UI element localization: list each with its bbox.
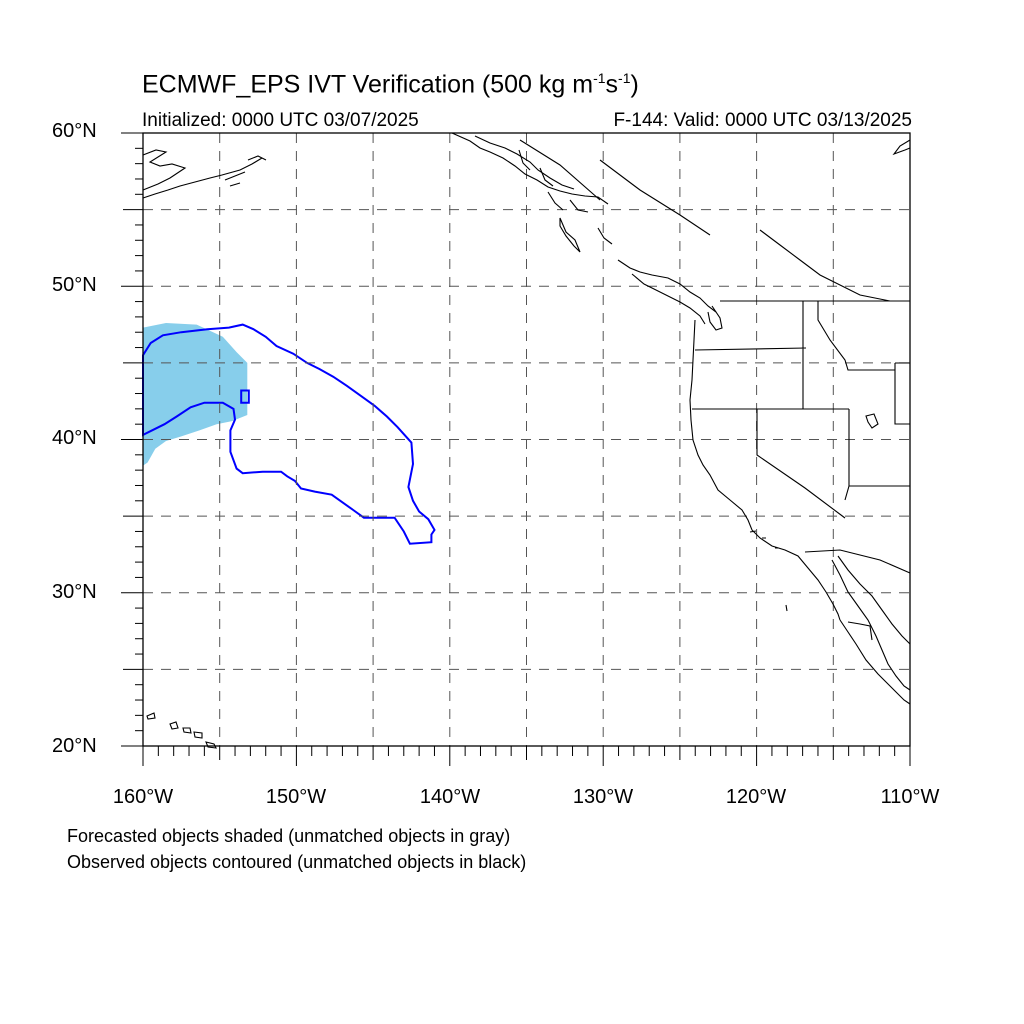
alaska-panhandle-coast xyxy=(474,135,575,190)
mexico-pacific-coast xyxy=(839,619,911,705)
chart-title: ECMWF_EPS IVT Verification (500 kg m-1s-… xyxy=(142,70,639,99)
graticule-grid xyxy=(143,133,910,746)
baja-detail xyxy=(847,621,873,641)
lat-label-20n: 20°N xyxy=(52,735,97,757)
alaska-peninsula xyxy=(142,149,187,191)
vancouver-island xyxy=(631,273,723,331)
bc-coastline xyxy=(597,227,717,313)
coastal-islands xyxy=(518,149,589,253)
aleutian-coast xyxy=(142,157,263,199)
lon-label-120w: 120°W xyxy=(725,786,787,808)
gulf-of-california-east xyxy=(837,555,911,645)
great-salt-lake xyxy=(865,413,879,429)
canada-province-border xyxy=(759,229,891,302)
lon-label-140w: 140°W xyxy=(419,786,481,808)
axis-ticks xyxy=(121,132,911,766)
forecast-object-shaded xyxy=(143,323,248,466)
observed-object-contour xyxy=(142,323,436,545)
lon-label-150w: 150°W xyxy=(265,786,327,808)
canada-interior-border xyxy=(519,139,711,236)
us-state-borders xyxy=(692,301,910,519)
hawaiian-islands xyxy=(146,712,217,749)
lon-label-110w: 110°W xyxy=(880,786,940,808)
coastlines-and-borders xyxy=(142,132,911,749)
us-mexico-border xyxy=(804,549,911,574)
initialized-label: Initialized: 0000 UTC 03/07/2025 xyxy=(142,110,419,131)
hudson-coast xyxy=(892,139,911,156)
legend-observed-note: Observed objects contoured (unmatched ob… xyxy=(67,852,527,872)
lat-label-30n: 30°N xyxy=(52,581,97,603)
lat-label-40n: 40°N xyxy=(52,427,97,449)
alaska-coastline xyxy=(451,132,609,205)
kodiak-islands xyxy=(224,155,267,187)
observed-object-small-contour xyxy=(240,389,250,404)
lat-label-50n: 50°N xyxy=(52,274,97,296)
lon-label-130w: 130°W xyxy=(572,786,634,808)
gulf-of-california-west xyxy=(831,559,911,691)
lat-label-60n: 60°N xyxy=(52,120,97,142)
valid-time-label: F-144: Valid: 0000 UTC 03/13/2025 xyxy=(613,110,912,131)
us-west-coastline xyxy=(689,319,841,621)
lon-label-160w: 160°W xyxy=(112,786,174,808)
legend-forecast-note: Forecasted objects shaded (unmatched obj… xyxy=(67,826,511,846)
channel-islands xyxy=(749,530,788,612)
